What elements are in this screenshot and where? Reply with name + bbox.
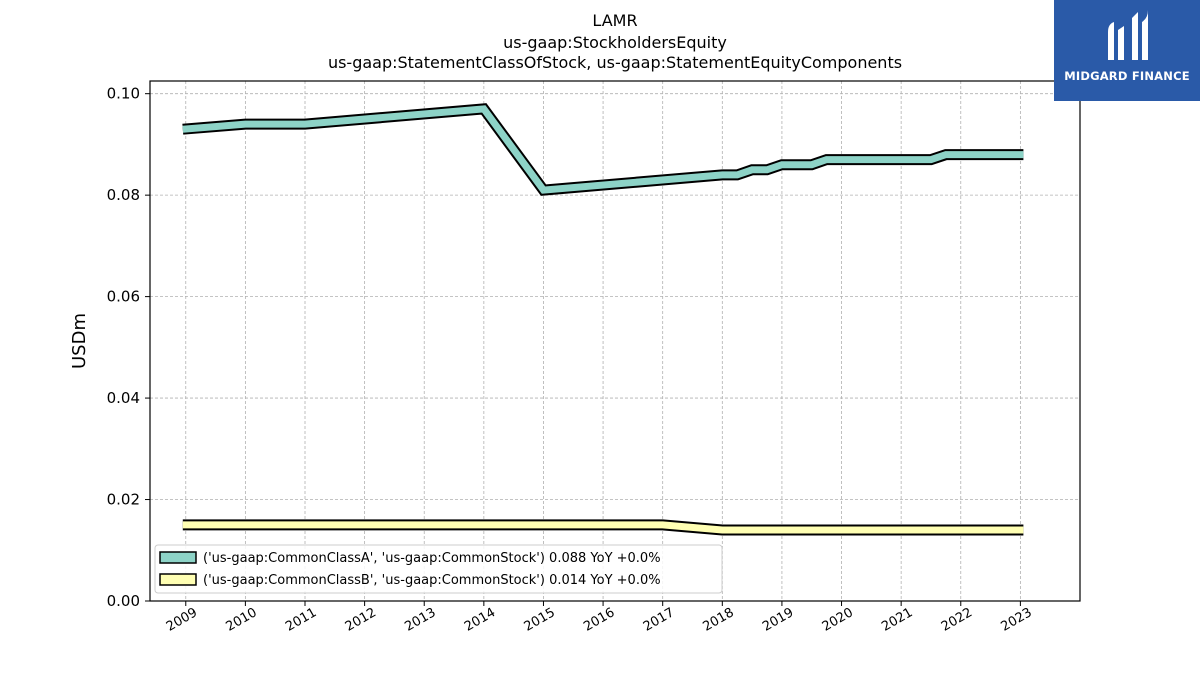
- y-tick-label: 0.04: [107, 389, 140, 407]
- y-tick-label: 0.06: [107, 288, 140, 306]
- plot-frame: [149, 80, 1081, 602]
- x-tick-label: 2016: [581, 605, 617, 635]
- series-2-line: [182, 521, 1024, 534]
- x-tick-label: 2021: [879, 605, 915, 635]
- midgard-finance-logo: MIDGARD FINANCE: [1054, 0, 1200, 101]
- y-tick-label: 0.00: [107, 592, 140, 610]
- logo-mark-icon: [1108, 10, 1148, 60]
- x-tick-label: 2022: [939, 605, 975, 635]
- x-axis: 2009 2010 2011 2012 2013 2014 2015 2016 2017 2018…: [164, 601, 1035, 635]
- x-tick-label: 2010: [224, 605, 260, 635]
- legend-swatch: [159, 551, 197, 564]
- x-tick-label: 2014: [462, 605, 498, 635]
- y-tick-label: 0.10: [107, 85, 140, 103]
- legend-box: [154, 544, 723, 594]
- x-tick-label: 2018: [700, 605, 736, 635]
- x-tick-label: 2009: [164, 605, 200, 635]
- x-tick-label: 2017: [641, 605, 677, 635]
- series-1-line: [182, 105, 1024, 194]
- legend-swatch: [159, 573, 197, 586]
- x-tick-label: 2020: [820, 605, 856, 635]
- series-layer: [182, 103, 1024, 536]
- chart-title: LAMR: [592, 11, 638, 30]
- x-tick-label: 2013: [402, 605, 438, 635]
- legend: ('us-gaap:CommonClassA', 'us-gaap:Common…: [154, 544, 723, 594]
- grid-lines: [150, 81, 1080, 602]
- x-tick-label: 2015: [522, 605, 558, 635]
- x-tick-label: 2019: [760, 605, 796, 635]
- chart-subtitle-secondary: us-gaap:StatementClassOfStock, us-gaap:S…: [327, 53, 903, 72]
- y-axis: 0.00 0.02 0.04 0.06 0.08 0.10: [107, 85, 150, 610]
- y-tick-label: 0.02: [107, 491, 140, 509]
- x-tick-label: 2011: [283, 605, 319, 635]
- legend-entry: ('us-gaap:CommonClassB', 'us-gaap:Common…: [203, 573, 661, 588]
- legend-entry: ('us-gaap:CommonClassA', 'us-gaap:Common…: [203, 551, 661, 566]
- logo-text: MIDGARD FINANCE: [1064, 69, 1190, 83]
- chart-subtitle: us-gaap:StockholdersEquity: [503, 33, 727, 52]
- y-tick-label: 0.08: [107, 186, 140, 204]
- x-tick-label: 2023: [999, 605, 1035, 635]
- y-axis-label: USDm: [69, 313, 90, 369]
- x-tick-label: 2012: [343, 605, 379, 635]
